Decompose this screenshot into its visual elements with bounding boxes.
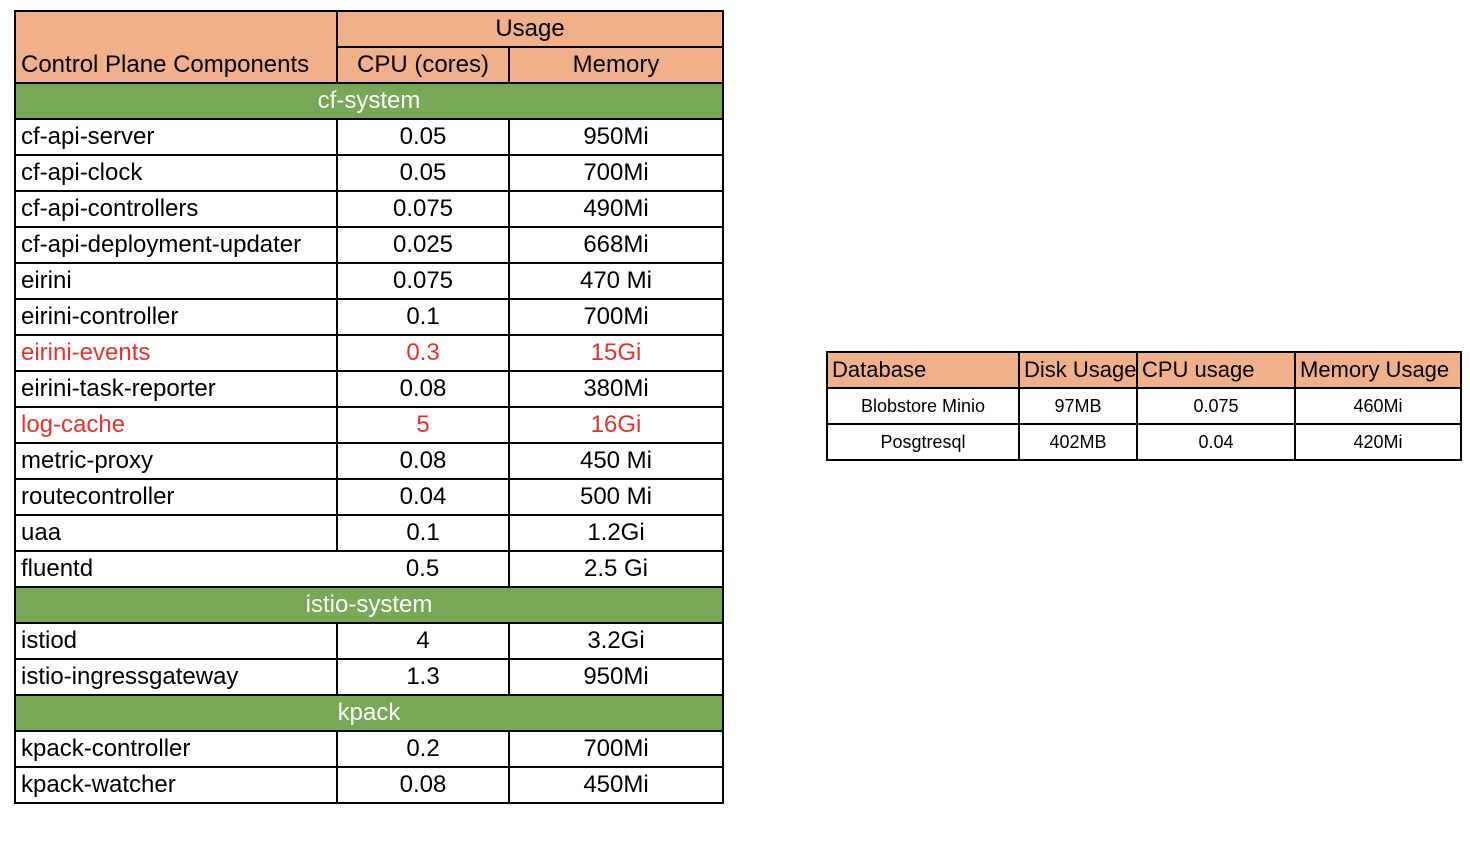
component-name-cell: cf-api-clock [14,154,338,192]
memory-cell: 1.2Gi [508,514,724,552]
component-name-cell: istio-ingressgateway [14,658,338,696]
control-plane-usage-table: Control Plane Components Usage CPU (core… [14,10,724,804]
component-name-cell: routecontroller [14,478,338,516]
component-name-cell: eirini [14,262,338,300]
table-header-row-2: CPU (cores) Memory [15,46,724,84]
cpu-usage-cell: 0.04 [1136,423,1296,461]
table-row: istiod 4 3.2Gi [14,622,724,660]
table-row: cf-api-clock 0.05 700Mi [14,154,724,192]
cpu-cell: 0.5 [337,550,510,588]
disk-usage-column-header: Disk Usage [1018,351,1138,389]
memory-cell: 950Mi [508,658,724,696]
group-label: cf-system [14,82,724,120]
database-name-cell: Blobstore Minio [826,387,1020,425]
table-row: fluentd 0.5 2.5 Gi [14,550,724,588]
component-name-cell: istiod [14,622,338,660]
memory-cell: 700Mi [508,154,724,192]
table-header-row-1: Control Plane Components Usage [14,10,724,84]
memory-usage-column-header: Memory Usage [1294,351,1462,389]
table-row: cf-api-deployment-updater 0.025 668Mi [14,226,724,264]
component-name-cell: uaa [14,514,338,552]
disk-usage-cell: 97MB [1018,387,1138,425]
cpu-cell: 0.08 [336,370,510,408]
table-row: kpack-watcher 0.08 450Mi [14,766,724,804]
group-label: istio-system [14,586,724,624]
cpu-cell: 0.04 [336,478,510,516]
cpu-cell: 0.05 [336,154,510,192]
table-row: log-cache 5 16Gi [14,406,724,444]
component-name-cell: eirini-events [14,334,338,372]
cpu-cell: 0.2 [336,730,510,768]
component-name-cell: metric-proxy [14,442,338,480]
cpu-cell: 4 [336,622,510,660]
database-name-cell: Posgtresql [826,423,1020,461]
components-column-header: Control Plane Components [14,10,338,84]
component-name-cell: cf-api-server [14,118,338,156]
memory-cell: 500 Mi [508,478,724,516]
cpu-cell: 5 [336,406,510,444]
component-name-cell: fluentd [14,550,337,588]
cpu-cell: 0.05 [336,118,510,156]
memory-column-header: Memory [508,46,724,84]
cpu-usage-cell: 0.075 [1136,387,1296,425]
component-name-cell: cf-api-controllers [14,190,338,228]
memory-cell: 700Mi [508,730,724,768]
memory-usage-cell: 460Mi [1294,387,1462,425]
memory-cell: 450Mi [508,766,724,804]
group-row-kpack: kpack [14,694,724,732]
cpu-cell: 1.3 [336,658,510,696]
table-row: routecontroller 0.04 500 Mi [14,478,724,516]
memory-cell: 2.5 Gi [508,550,724,588]
cpu-cell: 0.08 [336,766,510,804]
cpu-cell: 0.075 [336,262,510,300]
memory-cell: 470 Mi [508,262,724,300]
cpu-cell: 0.1 [336,514,510,552]
cpu-cell: 0.08 [336,442,510,480]
database-column-header: Database [826,351,1020,389]
table-row: metric-proxy 0.08 450 Mi [14,442,724,480]
table-row: istio-ingressgateway 1.3 950Mi [14,658,724,696]
component-name-cell: eirini-controller [14,298,338,336]
component-name-cell: cf-api-deployment-updater [14,226,338,264]
cpu-cell: 0.3 [336,334,510,372]
memory-usage-cell: 420Mi [1294,423,1462,461]
group-row-cf-system: cf-system [14,82,724,120]
memory-cell: 3.2Gi [508,622,724,660]
control-plane-usage-table-container: Control Plane Components Usage CPU (core… [14,10,724,804]
table-row: Posgtresql 402MB 0.04 420Mi [826,423,1462,461]
component-name-cell: log-cache [14,406,338,444]
cpu-cell: 0.1 [336,298,510,336]
cpu-cell: 0.025 [336,226,510,264]
group-label: kpack [14,694,724,732]
cpu-cell: 0.075 [336,190,510,228]
table-row: eirini-controller 0.1 700Mi [14,298,724,336]
table-row: uaa 0.1 1.2Gi [14,514,724,552]
memory-cell: 16Gi [508,406,724,444]
table-row: eirini 0.075 470 Mi [14,262,724,300]
cpu-column-header: CPU (cores) [336,46,510,84]
component-name-cell: kpack-controller [14,730,338,768]
cpu-usage-column-header: CPU usage [1136,351,1296,389]
table-row: kpack-controller 0.2 700Mi [14,730,724,768]
table-row: cf-api-server 0.05 950Mi [14,118,724,156]
table-row: Blobstore Minio 97MB 0.075 460Mi [826,387,1462,425]
table-row: cf-api-controllers 0.075 490Mi [14,190,724,228]
database-usage-table: Database Disk Usage CPU usage Memory Usa… [826,351,1462,461]
database-header-row: Database Disk Usage CPU usage Memory Usa… [826,351,1462,389]
table-row: eirini-events 0.3 15Gi [14,334,724,372]
database-usage-table-container: Database Disk Usage CPU usage Memory Usa… [826,351,1462,461]
memory-cell: 950Mi [508,118,724,156]
component-name-cell: kpack-watcher [14,766,338,804]
group-row-istio-system: istio-system [14,586,724,624]
component-name-cell: eirini-task-reporter [14,370,338,408]
memory-cell: 15Gi [508,334,724,372]
table-row: eirini-task-reporter 0.08 380Mi [14,370,724,408]
memory-cell: 700Mi [508,298,724,336]
memory-cell: 668Mi [508,226,724,264]
disk-usage-cell: 402MB [1018,423,1138,461]
usage-column-group-header: Usage [336,10,724,48]
memory-cell: 450 Mi [508,442,724,480]
memory-cell: 380Mi [508,370,724,408]
memory-cell: 490Mi [508,190,724,228]
